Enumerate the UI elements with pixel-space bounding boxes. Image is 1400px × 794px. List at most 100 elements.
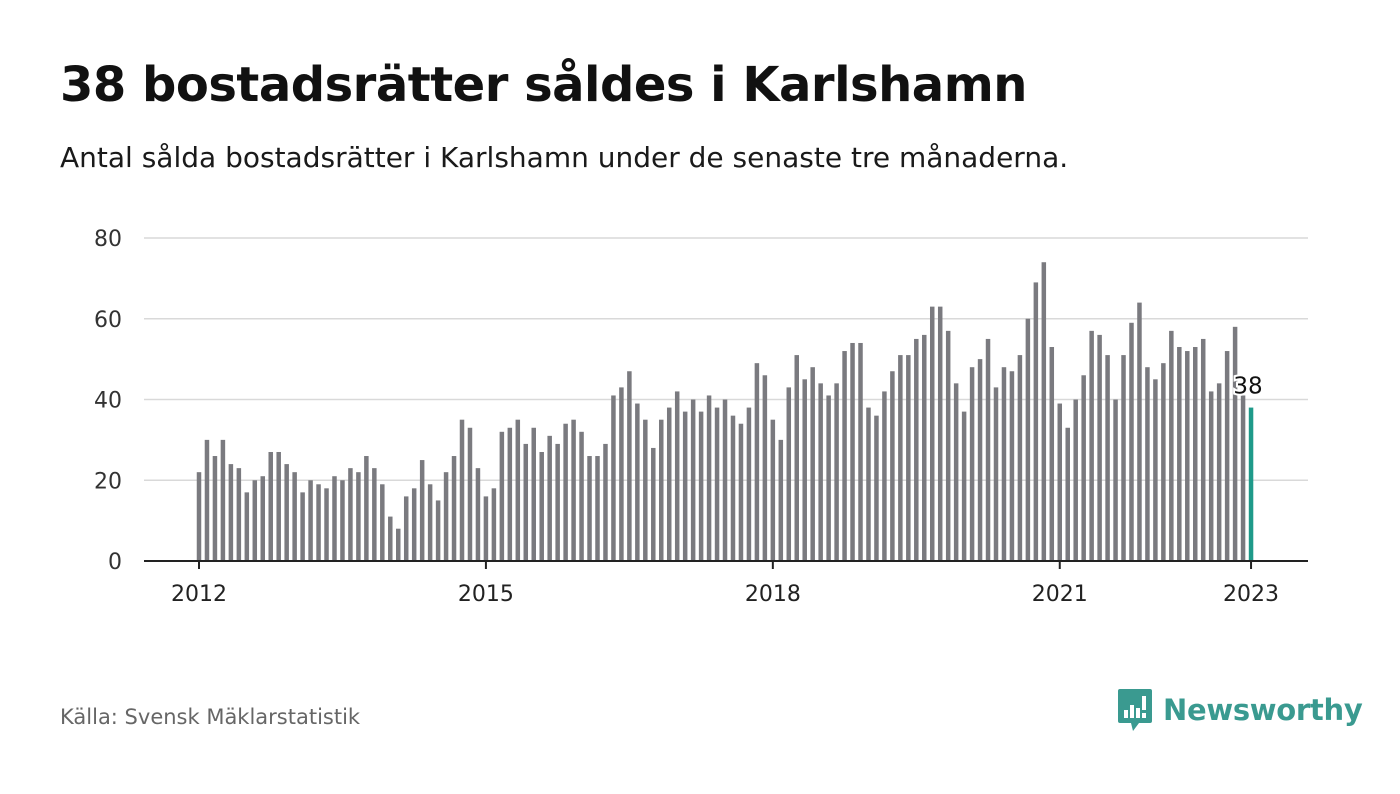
bar bbox=[1105, 355, 1110, 561]
bar bbox=[754, 363, 760, 561]
bar bbox=[635, 403, 640, 561]
bar bbox=[858, 342, 863, 561]
bar bbox=[419, 460, 425, 561]
bar bbox=[794, 355, 799, 561]
bar bbox=[515, 419, 521, 561]
bar bbox=[1216, 383, 1222, 561]
bar bbox=[914, 338, 919, 561]
bar bbox=[1081, 375, 1086, 561]
bar bbox=[985, 338, 991, 561]
bar bbox=[1129, 322, 1134, 561]
bar bbox=[651, 447, 656, 561]
bar bbox=[212, 456, 218, 561]
bar bbox=[929, 306, 935, 561]
bar bbox=[1185, 351, 1190, 561]
bar bbox=[403, 496, 409, 561]
bar bbox=[969, 367, 975, 561]
bar bbox=[611, 395, 616, 561]
bar bbox=[364, 456, 369, 561]
bar bbox=[483, 496, 489, 561]
bar bbox=[340, 480, 345, 561]
bar bbox=[826, 395, 831, 561]
bar bbox=[316, 484, 321, 561]
y-tick-label: 20 bbox=[94, 469, 122, 494]
bar bbox=[507, 427, 513, 561]
bar bbox=[276, 451, 281, 561]
bar bbox=[1161, 363, 1166, 561]
bar bbox=[850, 342, 855, 561]
bar bbox=[1041, 262, 1047, 561]
bar bbox=[1177, 347, 1182, 561]
x-tick-label: 2015 bbox=[458, 582, 514, 607]
bar bbox=[898, 355, 903, 561]
bar bbox=[714, 407, 720, 561]
bar bbox=[1025, 318, 1031, 561]
bar bbox=[778, 439, 784, 561]
bar bbox=[204, 439, 210, 561]
bar bbox=[1113, 399, 1118, 561]
bar bbox=[539, 451, 544, 561]
page-title: 38 bostadsrätter såldes i Karlshamn bbox=[60, 57, 1027, 113]
bar bbox=[627, 371, 632, 561]
bar bbox=[937, 306, 943, 561]
x-tick-label: 2021 bbox=[1032, 582, 1088, 607]
y-tick-label: 60 bbox=[94, 308, 122, 333]
bar bbox=[866, 407, 871, 561]
bar bbox=[411, 488, 417, 561]
bar bbox=[332, 476, 337, 561]
y-tick-label: 80 bbox=[94, 227, 122, 252]
bar bbox=[196, 472, 202, 561]
bar bbox=[922, 334, 927, 561]
bar bbox=[348, 468, 353, 561]
bar bbox=[706, 395, 712, 561]
bar bbox=[1208, 391, 1214, 561]
bar bbox=[1097, 334, 1102, 561]
bar bbox=[499, 431, 505, 561]
last-value-label: 38 bbox=[1233, 374, 1262, 400]
brand-name: Newsworthy bbox=[1163, 693, 1363, 727]
bar bbox=[1017, 355, 1023, 561]
bar-chart: 0 20 40 60 80 2012 2015 2018 2021 2023 38 bbox=[94, 227, 1308, 607]
bar bbox=[300, 492, 305, 561]
bar bbox=[746, 407, 752, 561]
bar bbox=[961, 411, 967, 561]
bar bbox=[1224, 351, 1230, 561]
bar bbox=[802, 379, 807, 561]
bar bbox=[324, 488, 329, 561]
bar bbox=[523, 443, 529, 561]
bar bbox=[1121, 355, 1126, 561]
bar bbox=[396, 528, 401, 561]
x-tick-label: 2023 bbox=[1223, 582, 1279, 607]
bar bbox=[252, 480, 258, 561]
bar bbox=[977, 359, 983, 561]
bar bbox=[268, 451, 273, 561]
bar bbox=[890, 371, 895, 561]
bar bbox=[1009, 371, 1015, 561]
bar bbox=[1240, 395, 1246, 561]
bar bbox=[1153, 379, 1158, 561]
bar bbox=[690, 399, 696, 561]
bar bbox=[682, 411, 688, 561]
y-tick-label: 40 bbox=[94, 389, 122, 414]
page-subtitle: Antal sålda bostadsrätter i Karlshamn un… bbox=[60, 141, 1069, 174]
bar bbox=[906, 355, 911, 561]
bar bbox=[388, 516, 393, 561]
bar bbox=[467, 427, 473, 561]
bar bbox=[459, 419, 465, 561]
bar bbox=[730, 415, 736, 561]
x-tick-label: 2018 bbox=[745, 582, 801, 607]
bar bbox=[555, 443, 560, 561]
brand-logo: Newsworthy bbox=[1117, 688, 1363, 732]
bar bbox=[834, 383, 839, 561]
bar bbox=[475, 468, 481, 561]
bar bbox=[451, 456, 457, 561]
bar bbox=[786, 387, 792, 561]
bar-highlight bbox=[1248, 407, 1254, 561]
bar bbox=[953, 383, 959, 561]
bar bbox=[1232, 326, 1238, 561]
bar bbox=[579, 431, 584, 561]
x-tick-label: 2012 bbox=[171, 582, 227, 607]
bar bbox=[842, 351, 847, 561]
bar bbox=[666, 407, 672, 561]
bar bbox=[244, 492, 250, 561]
